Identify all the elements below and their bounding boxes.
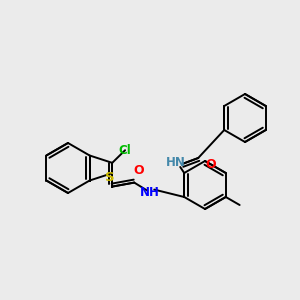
Text: S: S [105, 171, 115, 184]
Text: HN: HN [166, 157, 186, 169]
Text: O: O [205, 158, 215, 170]
Text: Cl: Cl [119, 144, 131, 157]
Text: NH: NH [140, 186, 160, 199]
Text: O: O [133, 164, 144, 177]
